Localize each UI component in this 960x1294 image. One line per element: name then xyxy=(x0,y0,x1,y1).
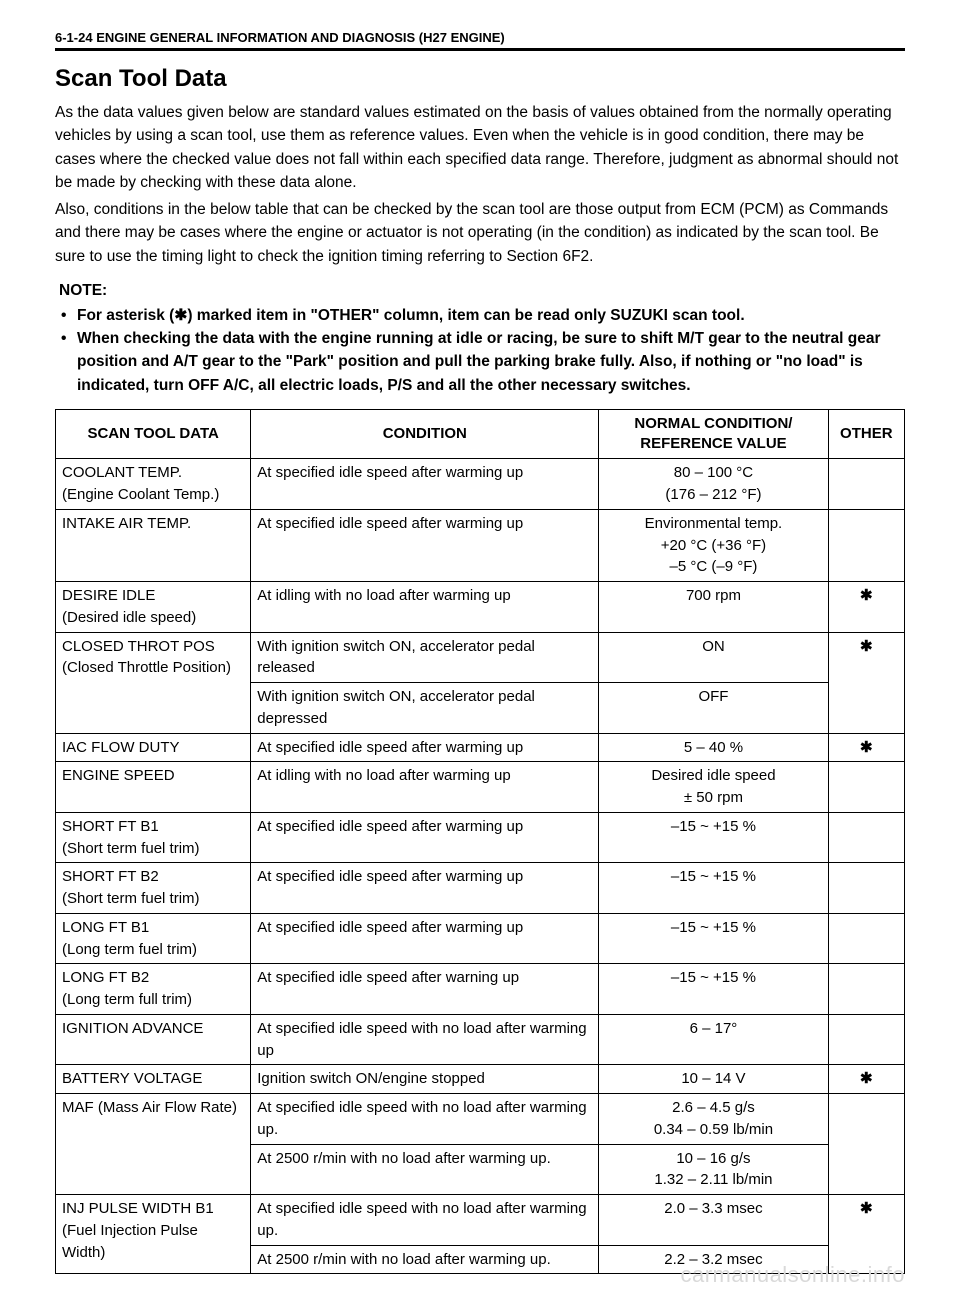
cell-cond: At specified idle speed after warming up xyxy=(251,812,599,863)
cell-data: LONG FT B2(Long term full trim) xyxy=(56,964,251,1015)
cell-other: ✱ xyxy=(828,733,904,762)
cell-data: IAC FLOW DUTY xyxy=(56,733,251,762)
note-block: NOTE: For asterisk (✱) marked item in "O… xyxy=(55,282,905,397)
note-label: NOTE: xyxy=(59,282,901,300)
table-row: COOLANT TEMP.(Engine Coolant Temp.) At s… xyxy=(56,459,905,510)
cell-data: MAF (Mass Air Flow Rate) xyxy=(56,1094,251,1195)
cell-cond: At specified idle speed after warming up xyxy=(251,459,599,510)
page-header: 6-1-24 ENGINE GENERAL INFORMATION AND DI… xyxy=(55,30,905,45)
table-row: ENGINE SPEED At idling with no load afte… xyxy=(56,762,905,813)
cell-cond: At 2500 r/min with no load after warming… xyxy=(251,1144,599,1195)
table-row: BATTERY VOLTAGE Ignition switch ON/engin… xyxy=(56,1065,905,1094)
cell-ref: OFF xyxy=(599,683,828,734)
table-row: LONG FT B2(Long term full trim) At speci… xyxy=(56,964,905,1015)
table-row: LONG FT B1(Long term fuel trim) At speci… xyxy=(56,913,905,964)
cell-cond: At specified idle speed after warming up xyxy=(251,733,599,762)
cell-cond: At specified idle speed with no load aft… xyxy=(251,1014,599,1065)
cell-ref: ON xyxy=(599,632,828,683)
cell-cond: With ignition switch ON, accelerator ped… xyxy=(251,683,599,734)
cell-ref: Desired idle speed± 50 rpm xyxy=(599,762,828,813)
cell-data: ENGINE SPEED xyxy=(56,762,251,813)
cell-cond: At specified idle speed with no load aft… xyxy=(251,1094,599,1145)
cell-ref: –15 ~ +15 % xyxy=(599,863,828,914)
cell-ref: –15 ~ +15 % xyxy=(599,964,828,1015)
cell-cond: At 2500 r/min with no load after warming… xyxy=(251,1245,599,1274)
cell-data: BATTERY VOLTAGE xyxy=(56,1065,251,1094)
cell-other xyxy=(828,913,904,964)
th-other: OTHER xyxy=(828,409,904,459)
cell-other xyxy=(828,1014,904,1065)
cell-data: SHORT FT B1(Short term fuel trim) xyxy=(56,812,251,863)
cell-cond: At specified idle speed after warming up xyxy=(251,509,599,581)
cell-data: SHORT FT B2(Short term fuel trim) xyxy=(56,863,251,914)
cell-data: IGNITION ADVANCE xyxy=(56,1014,251,1065)
cell-other: ✱ xyxy=(828,582,904,633)
cell-ref: 10 – 14 V xyxy=(599,1065,828,1094)
cell-cond: At specified idle speed after warming up xyxy=(251,863,599,914)
cell-other xyxy=(828,459,904,510)
table-row: CLOSED THROT POS(Closed Throttle Positio… xyxy=(56,632,905,683)
table-row: INTAKE AIR TEMP. At specified idle speed… xyxy=(56,509,905,581)
note-list: For asterisk (✱) marked item in "OTHER" … xyxy=(59,304,901,397)
cell-data: DESIRE IDLE(Desired idle speed) xyxy=(56,582,251,633)
cell-ref: 2.0 – 3.3 msec xyxy=(599,1195,828,1246)
cell-ref: 6 – 17° xyxy=(599,1014,828,1065)
cell-data: LONG FT B1(Long term fuel trim) xyxy=(56,913,251,964)
scan-tool-data-table: SCAN TOOL DATA CONDITION NORMAL CONDITIO… xyxy=(55,409,905,1275)
th-condition: CONDITION xyxy=(251,409,599,459)
cell-ref: 2.6 – 4.5 g/s0.34 – 0.59 lb/min xyxy=(599,1094,828,1145)
table-row: MAF (Mass Air Flow Rate) At specified id… xyxy=(56,1094,905,1145)
th-scan-tool-data: SCAN TOOL DATA xyxy=(56,409,251,459)
table-row: DESIRE IDLE(Desired idle speed) At idlin… xyxy=(56,582,905,633)
watermark: carmanualsonline.info xyxy=(680,1262,905,1288)
cell-data: CLOSED THROT POS(Closed Throttle Positio… xyxy=(56,632,251,733)
cell-cond: At specified idle speed after warming up xyxy=(251,913,599,964)
table-row: IAC FLOW DUTY At specified idle speed af… xyxy=(56,733,905,762)
page: 6-1-24 ENGINE GENERAL INFORMATION AND DI… xyxy=(0,0,960,1294)
note-item: When checking the data with the engine r… xyxy=(61,327,901,397)
cell-cond: At specified idle speed with no load aft… xyxy=(251,1195,599,1246)
cell-data: INJ PULSE WIDTH B1(Fuel Injection Pulse … xyxy=(56,1195,251,1274)
cell-ref: 10 – 16 g/s1.32 – 2.11 lb/min xyxy=(599,1144,828,1195)
intro-paragraph-1: As the data values given below are stand… xyxy=(55,101,905,194)
cell-other: ✱ xyxy=(828,632,904,733)
section-title: Scan Tool Data xyxy=(55,65,905,93)
note-item: For asterisk (✱) marked item in "OTHER" … xyxy=(61,304,901,327)
cell-ref: Environmental temp.+20 °C (+36 °F)–5 °C … xyxy=(599,509,828,581)
cell-ref: 80 – 100 °C(176 – 212 °F) xyxy=(599,459,828,510)
cell-data: COOLANT TEMP.(Engine Coolant Temp.) xyxy=(56,459,251,510)
table-header-row: SCAN TOOL DATA CONDITION NORMAL CONDITIO… xyxy=(56,409,905,459)
table-row: SHORT FT B2(Short term fuel trim) At spe… xyxy=(56,863,905,914)
cell-other xyxy=(828,863,904,914)
cell-cond: With ignition switch ON, accelerator ped… xyxy=(251,632,599,683)
cell-other xyxy=(828,964,904,1015)
cell-cond: At specified idle speed after warning up xyxy=(251,964,599,1015)
cell-data: INTAKE AIR TEMP. xyxy=(56,509,251,581)
cell-other xyxy=(828,1094,904,1195)
cell-other xyxy=(828,812,904,863)
table-row: INJ PULSE WIDTH B1(Fuel Injection Pulse … xyxy=(56,1195,905,1246)
cell-ref: 5 – 40 % xyxy=(599,733,828,762)
cell-ref: –15 ~ +15 % xyxy=(599,812,828,863)
th-reference: NORMAL CONDITION/ REFERENCE VALUE xyxy=(599,409,828,459)
intro-paragraph-2: Also, conditions in the below table that… xyxy=(55,198,905,268)
cell-cond: At idling with no load after warming up xyxy=(251,762,599,813)
cell-other xyxy=(828,509,904,581)
table-row: IGNITION ADVANCE At specified idle speed… xyxy=(56,1014,905,1065)
cell-ref: –15 ~ +15 % xyxy=(599,913,828,964)
cell-other xyxy=(828,762,904,813)
cell-cond: At idling with no load after warming up xyxy=(251,582,599,633)
cell-ref: 700 rpm xyxy=(599,582,828,633)
header-divider xyxy=(55,48,905,51)
table-row: SHORT FT B1(Short term fuel trim) At spe… xyxy=(56,812,905,863)
cell-cond: Ignition switch ON/engine stopped xyxy=(251,1065,599,1094)
cell-other: ✱ xyxy=(828,1065,904,1094)
